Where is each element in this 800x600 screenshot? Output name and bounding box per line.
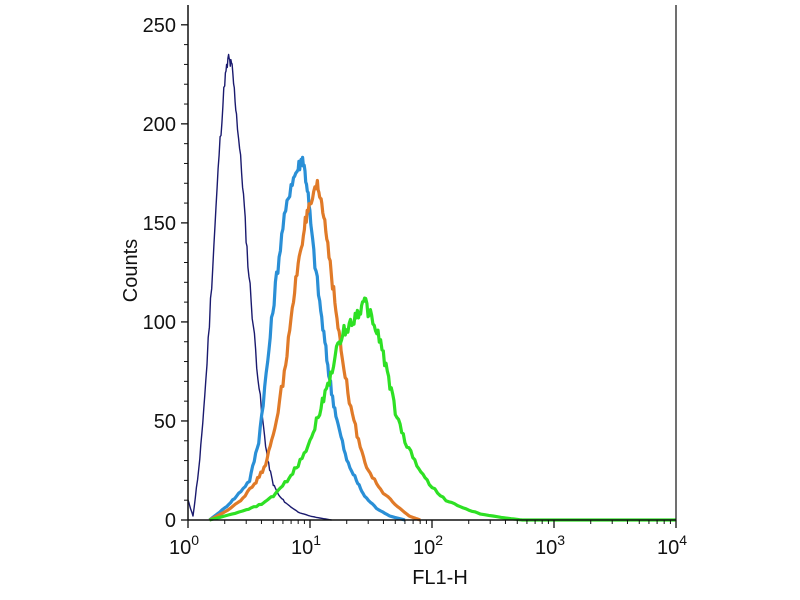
x-tick-label: 103 <box>535 532 565 559</box>
ticks-layer: 0 50 100 150 200 250 100 101 102 103 104 <box>143 15 688 559</box>
y-tick-label: 100 <box>143 312 176 334</box>
x-axis-title: FL1-H <box>412 567 468 589</box>
y-axis-title: Counts <box>120 239 142 302</box>
series-layer <box>187 53 676 522</box>
x-tick-label: 101 <box>291 532 321 559</box>
series-line-1 <box>187 53 332 521</box>
y-tick-label: 150 <box>143 213 176 235</box>
y-tick-label: 200 <box>143 114 176 136</box>
x-tick-label: 104 <box>657 532 687 559</box>
series-line-2 <box>208 155 406 522</box>
series-line-3 <box>208 178 421 522</box>
series-line-4 <box>209 296 676 522</box>
y-tick-label: 0 <box>165 510 176 532</box>
y-tick-label: 50 <box>154 411 176 433</box>
y-tick-label: 250 <box>143 15 176 37</box>
x-tick-label: 100 <box>169 532 199 559</box>
axes-layer <box>187 5 677 521</box>
x-tick-label: 102 <box>413 532 443 559</box>
